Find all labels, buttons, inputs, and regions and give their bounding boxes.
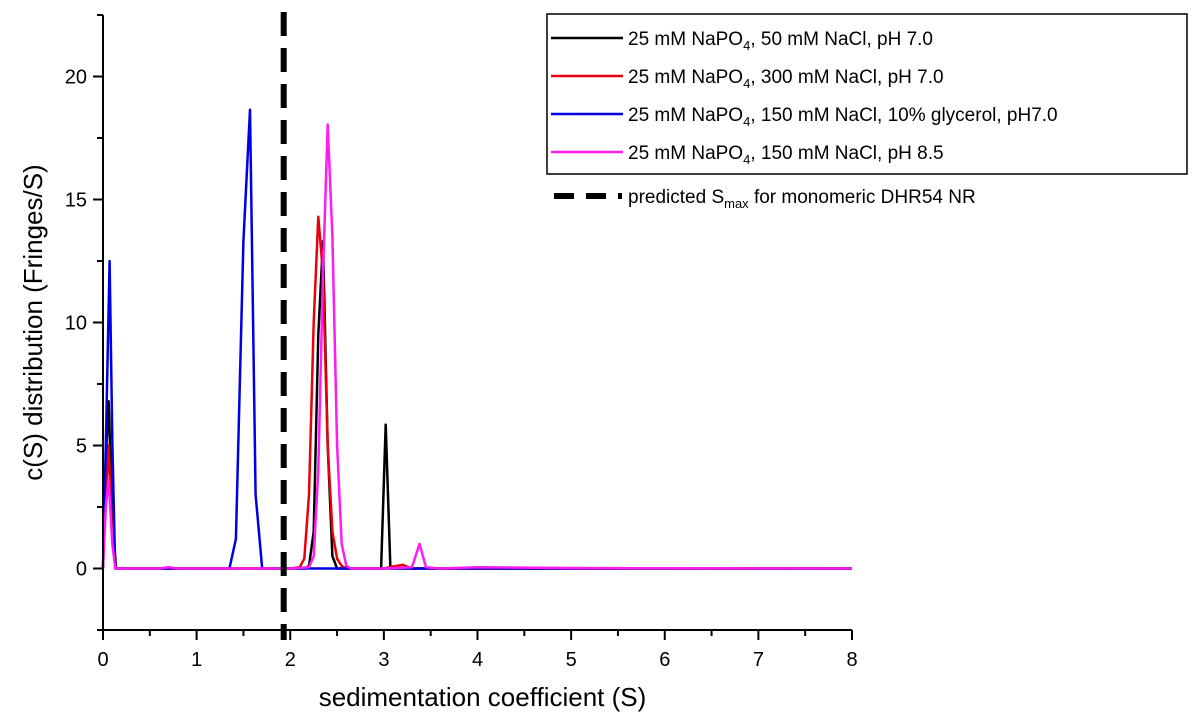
- x-tick-label: 7: [753, 649, 764, 671]
- x-tick-label: 1: [191, 649, 202, 671]
- legend: 25 mM NaPO4, 50 mM NaCl, pH 7.0 25 mM NaP…: [546, 13, 1188, 211]
- x-tick-label: 4: [472, 649, 483, 671]
- x-tick-label: 3: [378, 649, 389, 671]
- legend-entry-3: 25 mM NaPO4, 150 mM NaCl, 10% glycerol, …: [628, 105, 1058, 129]
- y-tick-label: 5: [76, 436, 87, 458]
- y-tick-label: 20: [65, 67, 87, 89]
- x-tick-label: 8: [846, 649, 857, 671]
- legend-entry-2: 25 mM NaPO4, 300 mM NaCl, pH 7.0: [628, 67, 944, 91]
- series-line-4: [101, 123, 853, 570]
- legend-reference-entry: predicted Smax for monomeric DHR54 NR: [628, 187, 976, 211]
- series-line-3: [101, 108, 852, 570]
- legend-box: [546, 13, 1188, 175]
- x-tick-label: 6: [659, 649, 670, 671]
- x-tick-label: 0: [97, 649, 108, 671]
- y-tick-label: 10: [65, 313, 87, 335]
- legend-entry-1: 25 mM NaPO4, 50 mM NaCl, pH 7.0: [628, 29, 933, 53]
- x-tick-label: 2: [285, 649, 296, 671]
- x-tick-label: 5: [566, 649, 577, 671]
- series-line-1: [101, 240, 852, 570]
- y-axis-title: c(S) distribution (Fringes/S): [18, 164, 48, 480]
- y-tick-label: 15: [65, 190, 87, 212]
- plot-area: [101, 12, 853, 640]
- axes: 0 1 2 3 4 5 6 7 8 0 5 10 15 20 sedimentation coefficie…: [18, 14, 858, 712]
- legend-entry-4: 25 mM NaPO4, 150 mM NaCl, pH 8.5: [628, 143, 944, 167]
- y-tick-label: 0: [76, 559, 87, 581]
- series-line-2: [101, 215, 852, 570]
- x-axis-title: sedimentation coefficient (S): [319, 682, 647, 712]
